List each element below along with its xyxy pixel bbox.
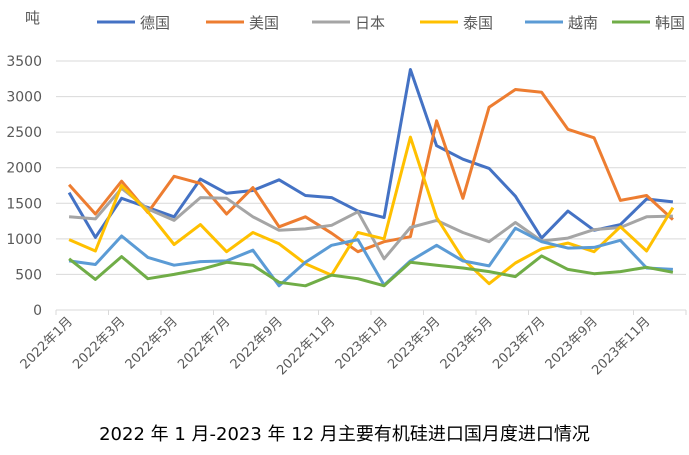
- y-tick-label: 3500: [6, 54, 42, 70]
- x-tick-label: 2023年5月: [438, 314, 496, 372]
- legend-label: 泰国: [463, 14, 493, 32]
- series-line-美国: [67, 88, 674, 254]
- legend-label: 越南: [568, 14, 598, 32]
- y-tick-label: 2000: [6, 161, 42, 177]
- y-tick-label: 1500: [6, 196, 42, 212]
- x-tick-label: 2022年5月: [123, 314, 181, 372]
- y-tick-label: 3000: [6, 90, 42, 106]
- x-tick-label: 2023年7月: [490, 314, 548, 372]
- y-tick-label: 500: [15, 267, 42, 283]
- series-line-泰国: [68, 135, 675, 286]
- y-tick-label: 2500: [6, 125, 42, 141]
- legend-label: 日本: [355, 14, 385, 32]
- x-tick-label: 2023年3月: [385, 314, 443, 372]
- x-tick-label: 2022年7月: [175, 314, 233, 372]
- series-line-越南: [68, 226, 673, 288]
- legend-label: 韩国: [655, 14, 685, 32]
- y-tick-label: 1000: [6, 232, 42, 248]
- series-line-韩国: [68, 254, 674, 288]
- y-tick-label: 0: [33, 303, 42, 319]
- y-axis-label: 吨: [25, 9, 40, 27]
- legend-label: 德国: [140, 14, 170, 32]
- x-tick-label: 2023年1月: [333, 314, 391, 372]
- chart-title: 2022 年 1 月-2023 年 12 月主要有机硅进口国月度进口情况: [99, 424, 590, 445]
- x-tick-label: 2022年3月: [70, 314, 128, 372]
- series-line-德国: [67, 68, 674, 240]
- x-tick-label: 2022年1月: [18, 314, 76, 372]
- legend-label: 美国: [249, 14, 279, 32]
